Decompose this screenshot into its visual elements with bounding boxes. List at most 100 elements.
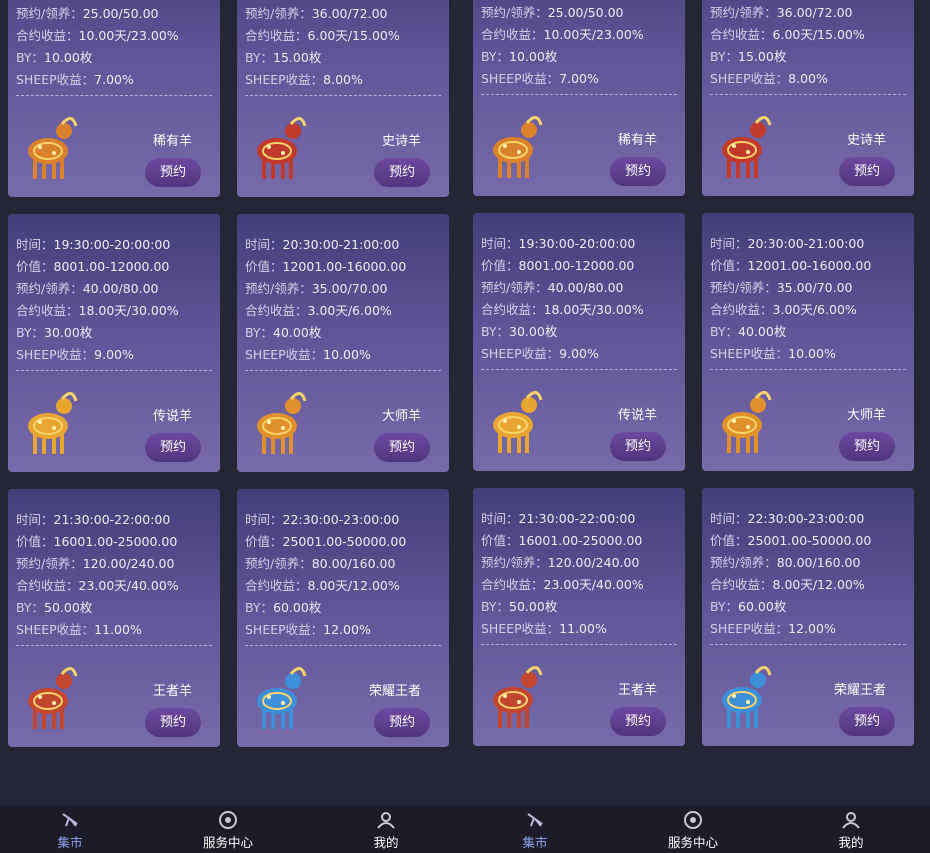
info-line: BY：60.00枚 [710, 596, 786, 615]
nav-item[interactable]: 服务中心 [643, 805, 743, 853]
nav-item[interactable]: 我的 [801, 805, 901, 853]
info-label: 预约/领养： [245, 556, 312, 571]
sheep-image [28, 117, 78, 179]
info-label: 合约收益： [481, 27, 544, 42]
phone-screen: 预约/领养：25.00/50.00 合约收益：10.00天/23.00% BY：10… [465, 0, 930, 853]
info-line: SHEEP收益：7.00% [481, 68, 599, 87]
bottom-nav: 集市 服务中心 我的 [465, 805, 930, 853]
info-line: 预约/领养：25.00/50.00 [481, 2, 624, 21]
info-value: 30.00枚 [509, 324, 558, 339]
info-label: 合约收益： [710, 302, 773, 317]
info-label: 合约收益： [245, 28, 308, 43]
info-line: 时间：19:30:00-20:00:00 [481, 233, 635, 252]
info-line: 预约/领养：35.00/70.00 [710, 277, 853, 296]
info-label: SHEEP收益： [245, 347, 324, 362]
divider [481, 94, 677, 95]
nav-label: 服务中心 [202, 835, 253, 850]
product-card: 时间：20:30:00-21:00:00 价值：12001.00-16000.00… [237, 214, 449, 472]
reserve-button[interactable]: 预约 [610, 707, 666, 736]
sheep-name: 传说羊 [152, 409, 192, 424]
info-value: 25.00/50.00 [547, 5, 624, 20]
info-line: 预约/领养：120.00/240.00 [481, 552, 639, 571]
sheep [712, 106, 774, 188]
info-value: 80.00/160.00 [311, 556, 396, 571]
product-card: 时间：21:30:00-22:00:00 价值：16001.00-25000.00… [473, 488, 685, 746]
nav-item[interactable]: 我的 [336, 805, 436, 853]
reserve-button[interactable]: 预约 [610, 157, 666, 186]
nav-item[interactable]: 集市 [20, 805, 120, 853]
reserve-button[interactable]: 预约 [839, 432, 895, 461]
divider [710, 644, 906, 645]
info-label: 时间： [16, 512, 54, 527]
nav-item[interactable]: 集市 [485, 805, 585, 853]
info-label: 时间： [16, 237, 54, 252]
info-line: SHEEP收益：9.00% [481, 343, 599, 362]
info-line: SHEEP收益：8.00% [245, 69, 363, 88]
nav-label: 服务中心 [667, 835, 718, 850]
info-line: 合约收益：23.00天/40.00% [481, 574, 644, 593]
info-value: 16001.00-25000.00 [518, 533, 643, 548]
info-line: BY：30.00枚 [481, 321, 557, 340]
info-value: 60.00枚 [738, 599, 787, 614]
info-line: BY：10.00枚 [16, 47, 92, 66]
reserve-button[interactable]: 预约 [839, 157, 895, 186]
info-label: 合约收益： [245, 303, 308, 318]
sheep-image [722, 391, 772, 453]
info-label: 预约/领养： [481, 280, 548, 295]
reserve-button[interactable]: 预约 [145, 158, 201, 187]
info-value: 8.00天/12.00% [772, 577, 865, 592]
info-value: 23.00天/40.00% [543, 577, 644, 592]
info-label: 合约收益： [481, 302, 544, 317]
info-line: 价值：16001.00-25000.00 [481, 530, 642, 549]
reserve-button[interactable]: 预约 [374, 158, 430, 187]
info-label: 预约/领养： [481, 555, 548, 570]
info-line: 时间：21:30:00-22:00:00 [481, 508, 635, 527]
info-value: 40.00枚 [738, 324, 787, 339]
info-value: 12001.00-16000.00 [282, 259, 407, 274]
info-value: 20:30:00-21:00:00 [282, 237, 400, 252]
info-line: 时间：19:30:00-20:00:00 [16, 234, 170, 253]
info-value: 10.00天/23.00% [543, 27, 644, 42]
divider [245, 95, 441, 96]
reserve-button[interactable]: 预约 [374, 708, 430, 737]
info-label: BY： [710, 49, 739, 64]
sheep-name: 荣耀王者 [833, 683, 886, 698]
info-label: 预约/领养： [710, 280, 777, 295]
reserve-button[interactable]: 预约 [145, 708, 201, 737]
info-line: SHEEP收益：8.00% [710, 68, 828, 87]
sheep-image [493, 116, 543, 178]
info-line: 合约收益：8.00天/12.00% [710, 574, 865, 593]
info-value: 120.00/240.00 [547, 555, 640, 570]
sheep [18, 107, 80, 189]
info-value: 18.00天/30.00% [543, 302, 644, 317]
info-label: 时间： [481, 236, 519, 251]
reserve-button[interactable]: 预约 [145, 433, 201, 462]
reserve-button[interactable]: 预约 [374, 433, 430, 462]
sheep-name: 史诗羊 [846, 133, 886, 148]
sheep-image [28, 392, 78, 454]
info-line: BY：50.00枚 [16, 597, 92, 616]
info-line: 价值：12001.00-16000.00 [245, 256, 406, 275]
info-label: SHEEP收益： [16, 347, 95, 362]
info-value: 35.00/70.00 [776, 280, 853, 295]
reserve-button[interactable]: 预约 [610, 432, 666, 461]
sheep-image [28, 667, 78, 729]
product-card: 预约/领养：36.00/72.00 合约收益：6.00天/15.00% BY：15.… [702, 0, 914, 196]
info-value: 9.00% [94, 347, 134, 362]
divider [16, 370, 212, 371]
info-label: 时间： [245, 237, 283, 252]
info-line: BY：40.00枚 [245, 322, 321, 341]
info-line: BY：15.00枚 [710, 46, 786, 65]
info-line: 合约收益：6.00天/15.00% [245, 25, 400, 44]
nav-icon [377, 812, 395, 829]
sheep-image [257, 667, 307, 729]
info-label: BY： [481, 599, 510, 614]
divider [16, 95, 212, 96]
info-value: 12.00% [788, 621, 836, 636]
reserve-button[interactable]: 预约 [839, 707, 895, 736]
nav-item[interactable]: 服务中心 [178, 805, 278, 853]
info-line: BY：15.00枚 [245, 47, 321, 66]
info-value: 15.00枚 [738, 49, 787, 64]
nav-icon [684, 811, 702, 829]
product-card: 时间：21:30:00-22:00:00 价值：16001.00-25000.00… [8, 489, 220, 747]
